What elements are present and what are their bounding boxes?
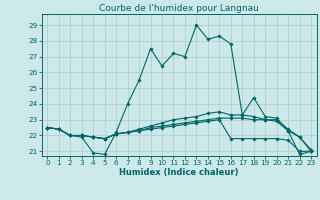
Title: Courbe de l'humidex pour Langnau: Courbe de l'humidex pour Langnau [99,4,259,13]
X-axis label: Humidex (Indice chaleur): Humidex (Indice chaleur) [119,168,239,177]
